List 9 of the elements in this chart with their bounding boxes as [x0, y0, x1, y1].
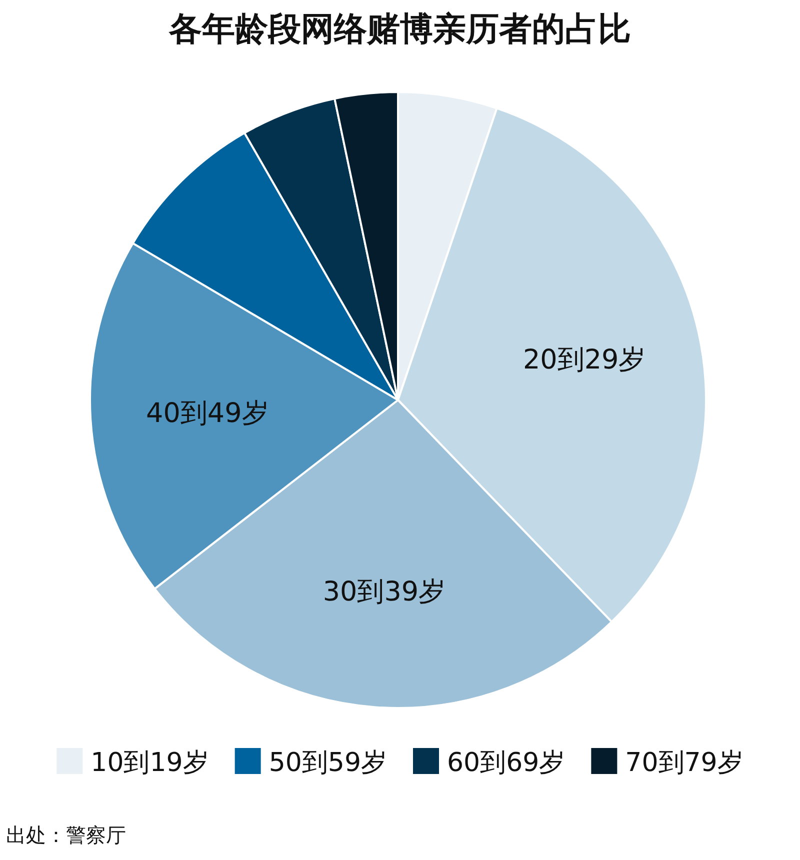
slice-label: 20到29岁 [523, 344, 646, 376]
slice-label: 30到39岁 [322, 576, 446, 608]
chart-title: 各年龄段网络赌博亲历者的占比 [168, 9, 631, 48]
legend-label: 50到59岁 [268, 748, 387, 778]
legend-label: 10到19岁 [90, 748, 209, 778]
text: 出处：警察厅 [6, 823, 126, 847]
legend-label: 60到69岁 [447, 748, 566, 778]
legend-label: 70到79岁 [625, 748, 744, 778]
slice-label: 40到49岁 [146, 398, 269, 429]
